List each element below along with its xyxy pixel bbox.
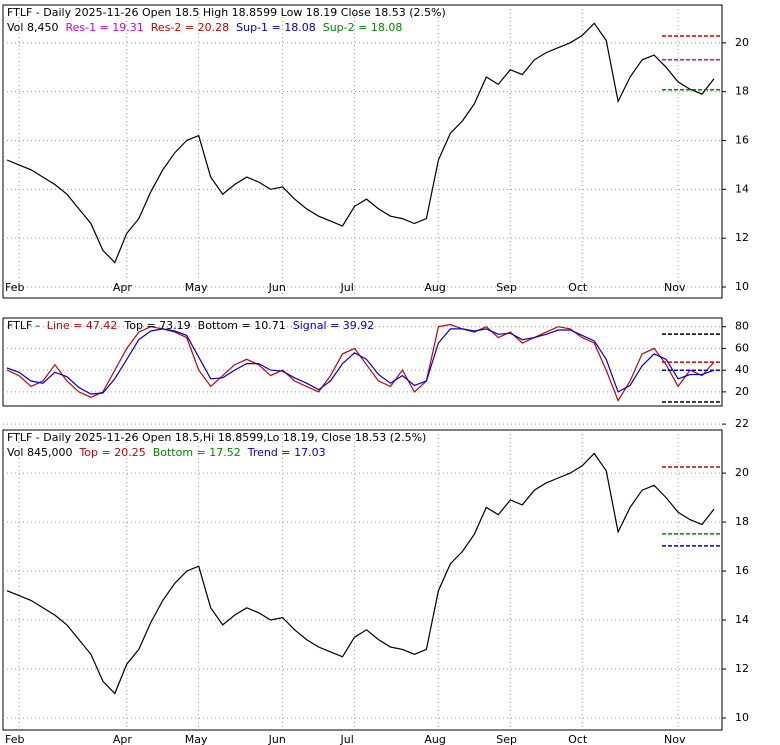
x-tick-label: Jul — [340, 733, 354, 745]
y-tick-label: 18 — [735, 515, 749, 528]
x-tick-label: Sep — [496, 281, 517, 294]
legend-entry: Bottom = 10.71 — [198, 319, 286, 332]
y-tick-label: 18 — [735, 85, 749, 98]
legend-entry: Top = 73.19 — [123, 319, 190, 332]
chart-title: FTLF - Daily 2025-11-26 Open 18.5,Hi 18.… — [7, 431, 426, 444]
legend-entry: Sup-2 = 18.08 — [323, 21, 403, 34]
y-tick-label: 14 — [735, 613, 749, 626]
y-tick-label: 80 — [735, 320, 749, 333]
y-tick-label: 10 — [735, 711, 749, 724]
x-tick-label: Nov — [664, 281, 686, 294]
x-tick-label: May — [185, 281, 208, 294]
y-tick-label: 40 — [735, 363, 749, 376]
chart-subtitle: Vol 845,000 — [7, 446, 72, 459]
price-line — [6, 452, 715, 695]
x-tick-label: Aug — [424, 733, 445, 745]
x-tick-label: Jun — [268, 733, 286, 745]
y-tick-label: 16 — [735, 564, 749, 577]
price-line — [6, 328, 715, 395]
chart-title: FTLF - — [7, 319, 40, 332]
legend-entry: Sup-1 = 18.08 — [236, 21, 316, 34]
legend-entry: Top = 20.25 — [78, 446, 145, 459]
y-tick-label: 20 — [735, 466, 749, 479]
y-tick-label: 22 — [735, 417, 749, 430]
y-tick-label: 12 — [735, 231, 749, 244]
x-tick-label: Jul — [340, 281, 354, 294]
y-tick-label: 10 — [735, 280, 749, 293]
legend-entry: Res-2 = 20.28 — [151, 21, 229, 34]
y-tick-label: 20 — [735, 36, 749, 49]
x-tick-label: May — [185, 733, 208, 745]
legend-entry: Signal = 39.92 — [293, 319, 375, 332]
x-tick-label: Jun — [268, 281, 286, 294]
legend-entry: Line = 47.42 — [47, 319, 118, 332]
y-tick-label: 20 — [735, 385, 749, 398]
chart-subtitle: Vol 8,450 — [7, 21, 58, 34]
panel-frame — [2, 4, 723, 299]
x-tick-label: Apr — [113, 281, 133, 294]
x-tick-label: Feb — [5, 733, 24, 745]
y-tick-label: 60 — [735, 341, 749, 354]
legend-entry: Res-1 = 19.31 — [65, 21, 143, 34]
x-tick-label: Sep — [496, 733, 517, 745]
y-tick-label: 12 — [735, 662, 749, 675]
x-tick-label: Oct — [568, 733, 588, 745]
y-tick-label: 14 — [735, 182, 749, 195]
y-tick-label: 16 — [735, 134, 749, 147]
x-tick-label: Feb — [5, 281, 24, 294]
x-tick-label: Nov — [664, 733, 686, 745]
x-tick-label: Apr — [113, 733, 133, 745]
legend-entry: Bottom = 17.52 — [153, 446, 241, 459]
legend-entry: Trend = 17.03 — [247, 446, 326, 459]
chart-title: FTLF - Daily 2025-11-26 Open 18.5 High 1… — [7, 6, 446, 19]
price-line — [6, 22, 715, 264]
panel-frame — [2, 429, 723, 731]
x-tick-label: Oct — [568, 281, 588, 294]
x-tick-label: Aug — [424, 281, 445, 294]
